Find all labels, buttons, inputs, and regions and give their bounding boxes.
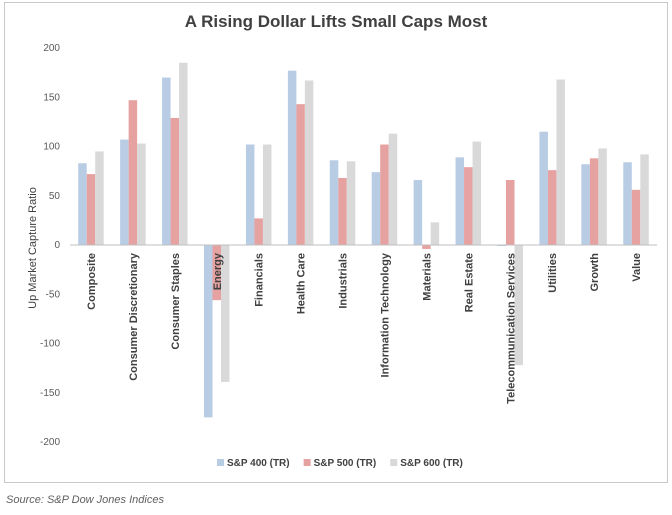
category-label: Real Estate [463, 253, 475, 312]
bar-3 [514, 245, 523, 366]
bar-2 [338, 178, 347, 245]
bar-1 [287, 70, 297, 245]
legend-swatch-1 [217, 459, 224, 466]
legend-label-2: S&P 500 (TR) [314, 458, 377, 469]
bar-1 [329, 160, 339, 245]
bar-2 [547, 170, 557, 245]
y-tick-label: 0 [54, 240, 60, 251]
bar-1 [623, 162, 632, 245]
bar-3 [346, 161, 356, 245]
bar-2 [589, 158, 599, 245]
y-tick-label: -200 [40, 437, 60, 448]
bar-3 [430, 222, 440, 245]
bar-1 [78, 163, 87, 245]
bar-1 [581, 164, 590, 245]
bar-2 [170, 117, 180, 245]
bar-chart: -200 -150 -100 -50 0 50 100 150 200 Up Market Cap… [27, 43, 657, 469]
category-label: Value [631, 253, 643, 282]
bar-1 [204, 245, 213, 418]
y-tick-label: -150 [40, 388, 60, 399]
bar-2 [380, 144, 389, 245]
y-tick-label: -50 [46, 289, 61, 300]
bar-3 [179, 62, 188, 245]
bar-2 [422, 245, 431, 249]
bar-3 [556, 79, 565, 246]
bar-3 [388, 133, 398, 245]
category-label: Composite [86, 253, 98, 310]
bar-3 [598, 148, 607, 245]
category-label: Energy [212, 252, 224, 290]
y-tick-label: 100 [43, 142, 60, 153]
bar-2 [464, 167, 473, 245]
category-label: Utilities [547, 253, 559, 293]
bar-2 [86, 174, 96, 245]
category-label: Growth [589, 253, 601, 292]
bar-3 [304, 80, 314, 245]
bar-2 [254, 218, 263, 245]
category-label: Industrials [338, 253, 350, 309]
bar-2 [506, 179, 515, 245]
bar-1 [245, 144, 255, 245]
legend-swatch-2 [303, 459, 311, 466]
bar-1 [120, 139, 129, 245]
bar-1 [413, 179, 423, 245]
category-label: Financials [254, 253, 266, 307]
bar-2 [296, 104, 305, 246]
category-label: Health Care [296, 253, 308, 314]
y-axis-title: Up Market Capture Ratio [27, 187, 39, 309]
category-label: Consumer Staples [170, 253, 182, 350]
bar-1 [162, 77, 171, 245]
y-tick-label: -100 [40, 339, 60, 350]
bar-3 [640, 154, 649, 245]
category-label: Materials [421, 253, 433, 301]
chart-title: A Rising Dollar Lifts Small Caps Most [184, 12, 488, 31]
category-label: Consumer Discretionary [128, 252, 140, 381]
bar-2 [631, 189, 641, 245]
y-tick-label: 50 [49, 191, 61, 202]
bar-1 [539, 131, 548, 245]
y-tick-label: 200 [43, 43, 60, 54]
category-label: Information Technology [379, 252, 391, 377]
bar-3 [472, 141, 482, 245]
bar-1 [455, 157, 465, 245]
bar-3 [95, 151, 104, 245]
bar-2 [128, 100, 138, 245]
bar-3 [221, 245, 230, 382]
y-tick-label: 150 [43, 92, 60, 103]
legend-swatch-3 [390, 459, 398, 466]
legend-label-1: S&P 400 (TR) [227, 458, 290, 469]
category-label: Telecommunication Services [505, 253, 517, 404]
bar-1 [371, 172, 381, 245]
bar-3 [262, 144, 272, 245]
legend-label-3: S&P 600 (TR) [400, 458, 463, 469]
source-note: Source: S&P Dow Jones Indices [6, 494, 164, 506]
bar-2 [212, 245, 221, 301]
bar-3 [137, 143, 146, 245]
